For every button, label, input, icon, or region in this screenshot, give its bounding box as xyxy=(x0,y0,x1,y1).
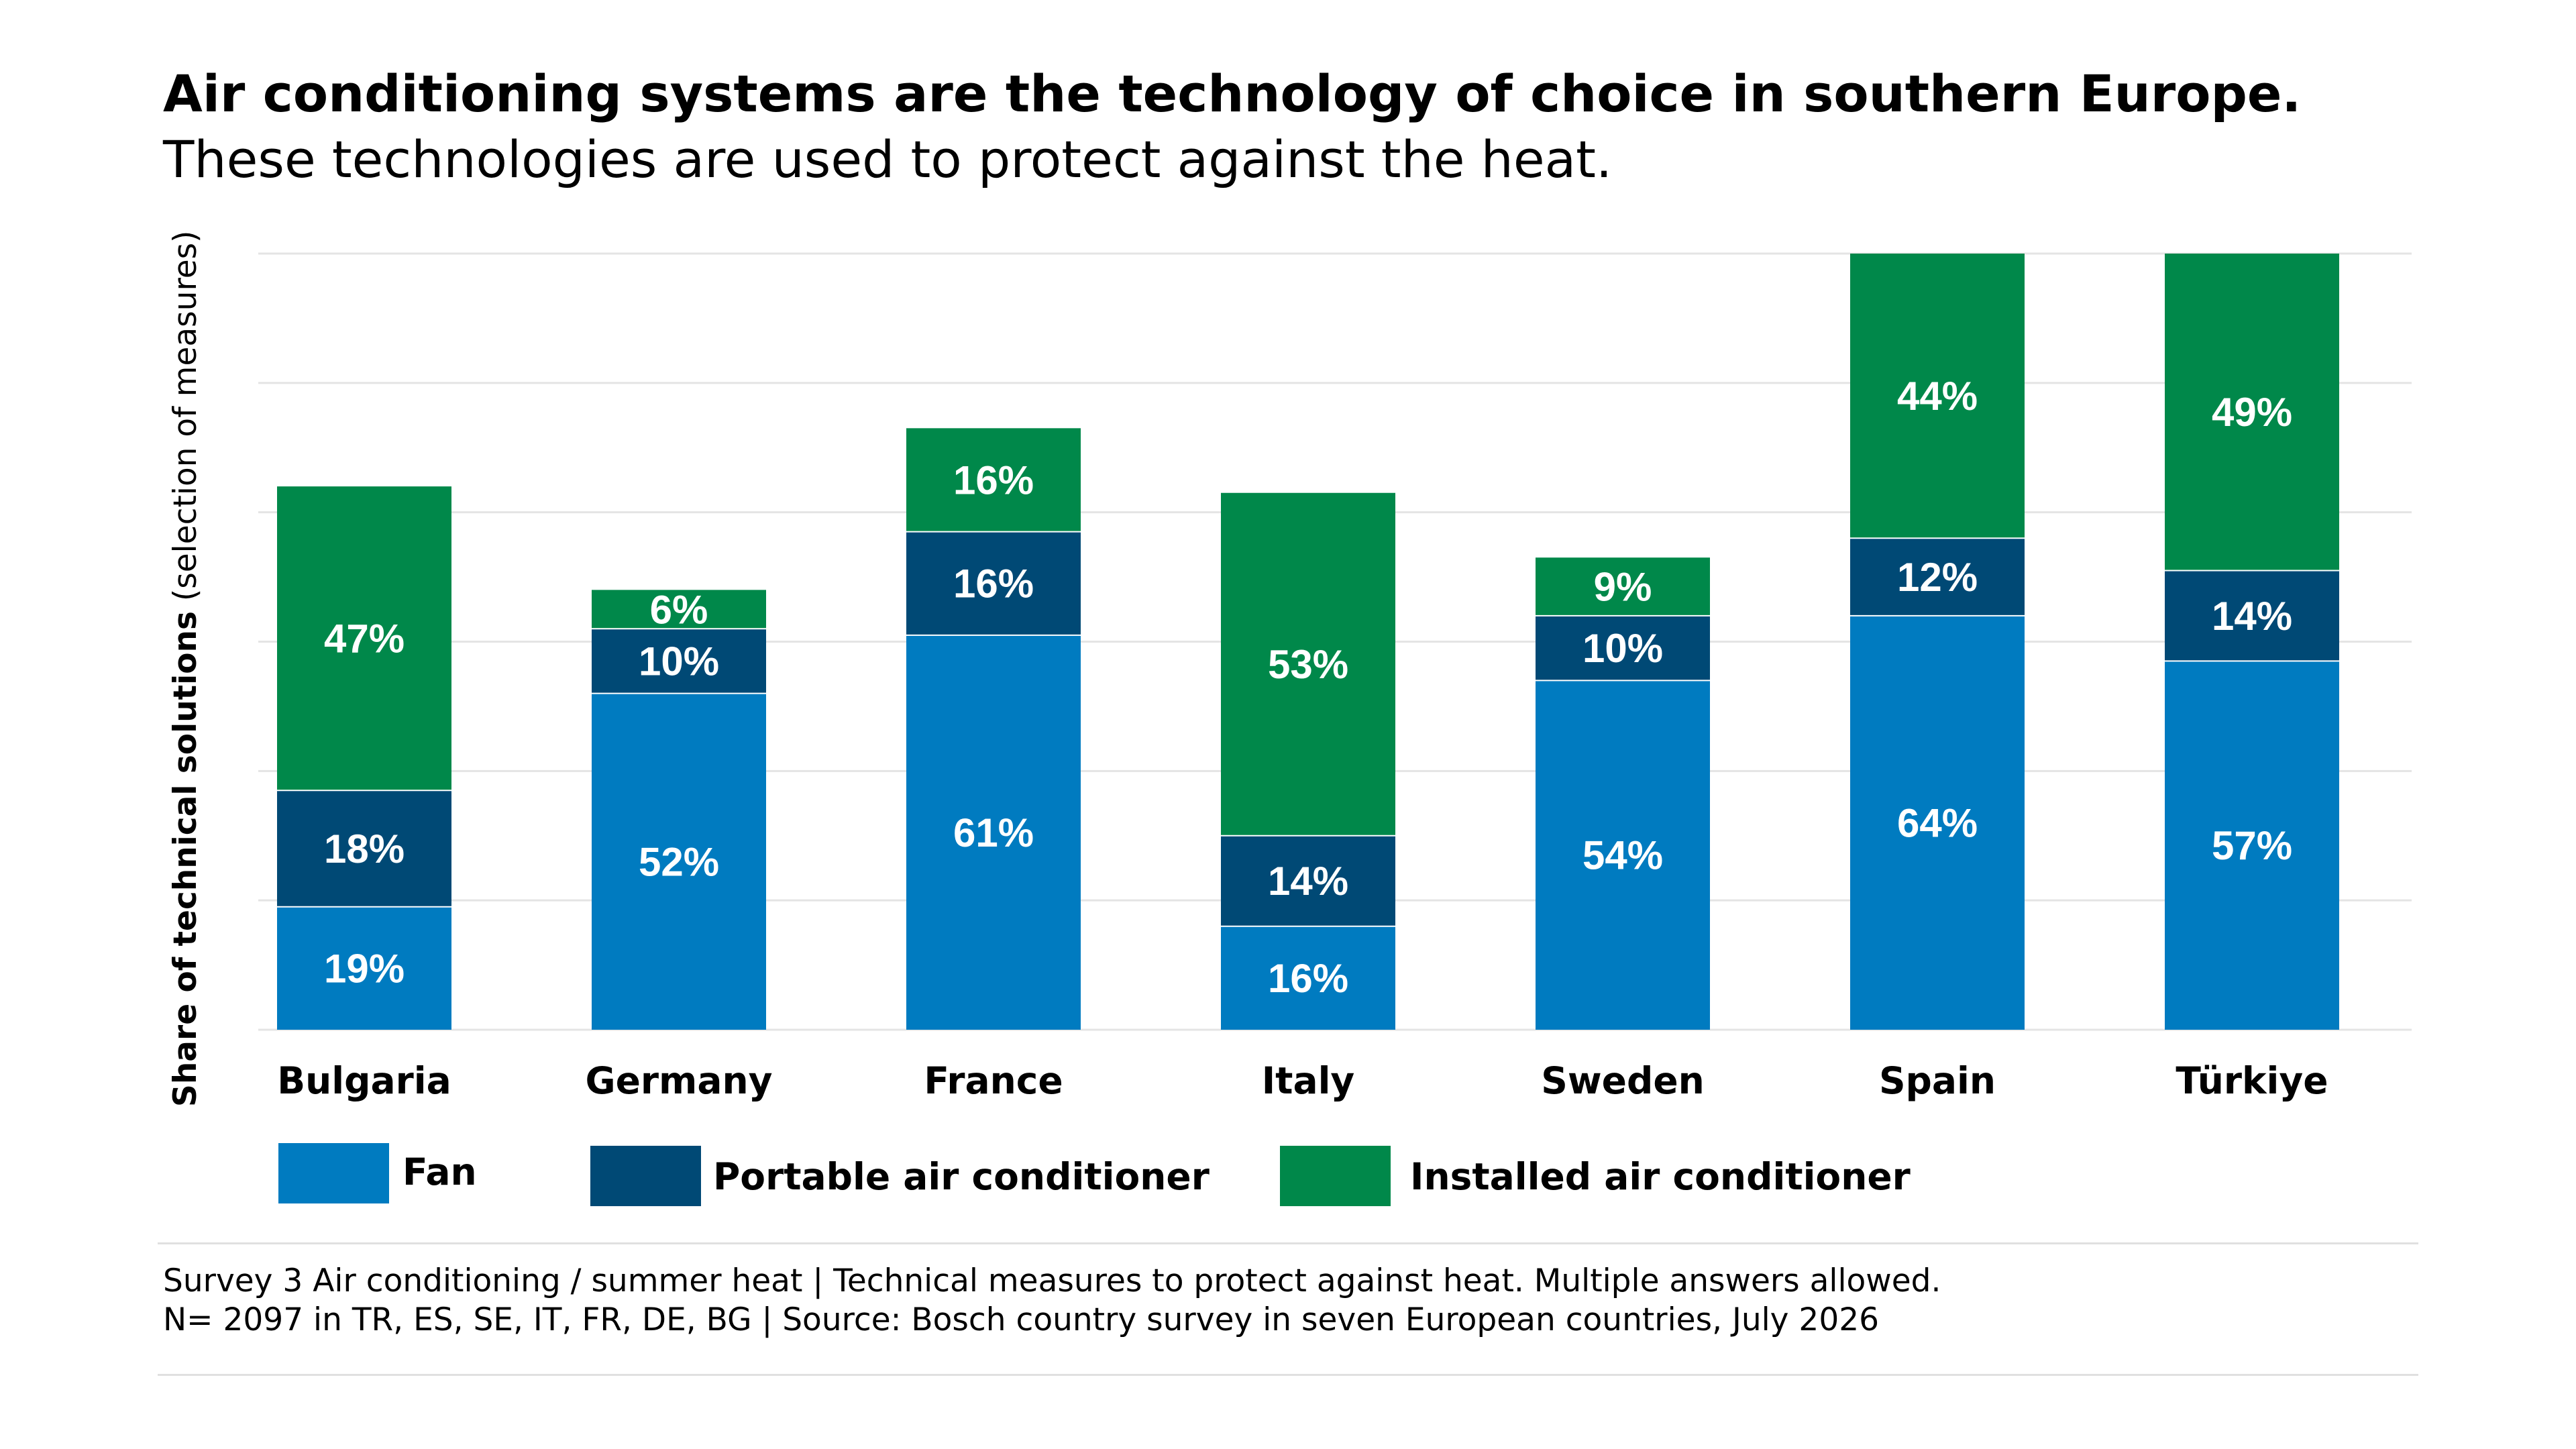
data-label-italy-fan: 16% xyxy=(1268,956,1348,1001)
chart-title: Air conditioning systems are the technol… xyxy=(163,64,2302,123)
bar-bulgaria-installed-air-conditioner xyxy=(277,486,451,791)
bar-t-rkiye-installed-air-conditioner xyxy=(2165,254,2339,571)
data-label-spain-installed-air-conditioner: 44% xyxy=(1897,374,1978,419)
category-labels: Bulgaria Germany France Italy Sweden Spain Tür… xyxy=(277,1059,2328,1102)
bar-t-rkiye-portable-air-conditioner xyxy=(2165,570,2339,661)
footer-divider-bottom xyxy=(158,1374,2418,1376)
data-label-t-rkiye-portable-air-conditioner: 14% xyxy=(2212,594,2292,639)
data-label-spain-portable-air-conditioner: 12% xyxy=(1897,555,1978,600)
bar-france-fan xyxy=(906,635,1081,1030)
bar-sweden-installed-air-conditioner xyxy=(1536,557,1710,616)
bar-bulgaria-portable-air-conditioner xyxy=(277,790,451,907)
data-label-france-fan: 61% xyxy=(953,810,1034,855)
bar-france-installed-air-conditioner xyxy=(906,428,1081,532)
data-label-germany-portable-air-conditioner: 10% xyxy=(639,639,719,684)
category-label-t-rkiye: Türkiye xyxy=(2176,1059,2328,1102)
footer-divider-top xyxy=(158,1242,2418,1244)
data-label-bulgaria-portable-air-conditioner: 18% xyxy=(324,826,405,871)
bar-italy-fan xyxy=(1221,926,1395,1030)
category-label-sweden: Sweden xyxy=(1541,1059,1705,1102)
category-label-bulgaria: Bulgaria xyxy=(277,1059,451,1102)
data-label-spain-fan: 64% xyxy=(1897,800,1978,845)
bar-france-portable-air-conditioner xyxy=(906,531,1081,635)
legend-swatch-portable-ac xyxy=(590,1146,701,1206)
legend-swatch-installed-ac xyxy=(1280,1146,1391,1206)
y-axis-label-bold: Share of technical solutions xyxy=(167,611,204,1107)
bar-germany-installed-air-conditioner xyxy=(592,590,766,629)
bar-spain-portable-air-conditioner xyxy=(1850,538,2025,616)
data-label-france-installed-air-conditioner: 16% xyxy=(953,458,1034,502)
bar-spain-installed-air-conditioner xyxy=(1850,254,2025,539)
bar-germany-fan xyxy=(592,693,766,1030)
category-label-france: France xyxy=(924,1059,1063,1102)
bar-sweden-portable-air-conditioner xyxy=(1536,615,1710,681)
bar-italy-installed-air-conditioner xyxy=(1221,492,1395,836)
category-label-germany: Germany xyxy=(585,1059,772,1102)
footer-question: Technical measures to protect against he… xyxy=(833,1263,1524,1299)
data-label-sweden-installed-air-conditioner: 9% xyxy=(1594,565,1652,610)
footer-survey: Survey 3 Air conditioning / summer heat … xyxy=(163,1263,834,1299)
chart-subtitle: These technologies are used to protect a… xyxy=(163,129,1613,189)
data-label-germany-fan: 52% xyxy=(639,839,719,884)
y-axis-label: Share of technical solutions (selection … xyxy=(167,231,204,1107)
bar-bulgaria-fan xyxy=(277,906,451,1030)
data-label-t-rkiye-installed-air-conditioner: 49% xyxy=(2212,390,2292,435)
data-label-italy-portable-air-conditioner: 14% xyxy=(1268,859,1348,904)
legend-label-fan: Fan xyxy=(402,1150,477,1193)
data-label-bulgaria-fan: 19% xyxy=(324,946,405,991)
bar-germany-portable-air-conditioner xyxy=(592,629,766,694)
legend-label-portable-ac: Portable air conditioner xyxy=(713,1155,1210,1198)
footer-source-line2: N= 2097 in TR, ES, SE, IT, FR, DE, BG | … xyxy=(163,1301,1880,1338)
footer-note-line1: Survey 3 Air conditioning / summer heat … xyxy=(163,1263,1941,1300)
data-label-france-portable-air-conditioner: 16% xyxy=(953,561,1034,606)
bars: 19% 18% 47% 52% 10% 6% 61% 16% 16% 16% 14% 53% 54% 10… xyxy=(277,254,2339,1030)
y-axis-label-rest: (selection of measures) xyxy=(167,231,204,612)
footer-answers: Multiple answers allowed. xyxy=(1523,1263,1941,1299)
legend-swatch-fan xyxy=(278,1143,389,1203)
bar-spain-fan xyxy=(1850,615,2025,1030)
data-label-sweden-fan: 54% xyxy=(1582,833,1663,878)
legend-label-installed-ac: Installed air conditioner xyxy=(1410,1155,1911,1198)
data-label-germany-installed-air-conditioner: 6% xyxy=(650,587,708,632)
data-label-t-rkiye-fan: 57% xyxy=(2212,823,2292,868)
bar-italy-portable-air-conditioner xyxy=(1221,835,1395,926)
data-label-italy-installed-air-conditioner: 53% xyxy=(1268,642,1348,687)
data-label-bulgaria-installed-air-conditioner: 47% xyxy=(324,616,405,661)
category-label-spain: Spain xyxy=(1879,1059,1996,1102)
data-label-sweden-portable-air-conditioner: 10% xyxy=(1582,626,1663,671)
bar-t-rkiye-fan xyxy=(2165,661,2339,1030)
bar-sweden-fan xyxy=(1536,680,1710,1030)
category-label-italy: Italy xyxy=(1262,1059,1355,1102)
